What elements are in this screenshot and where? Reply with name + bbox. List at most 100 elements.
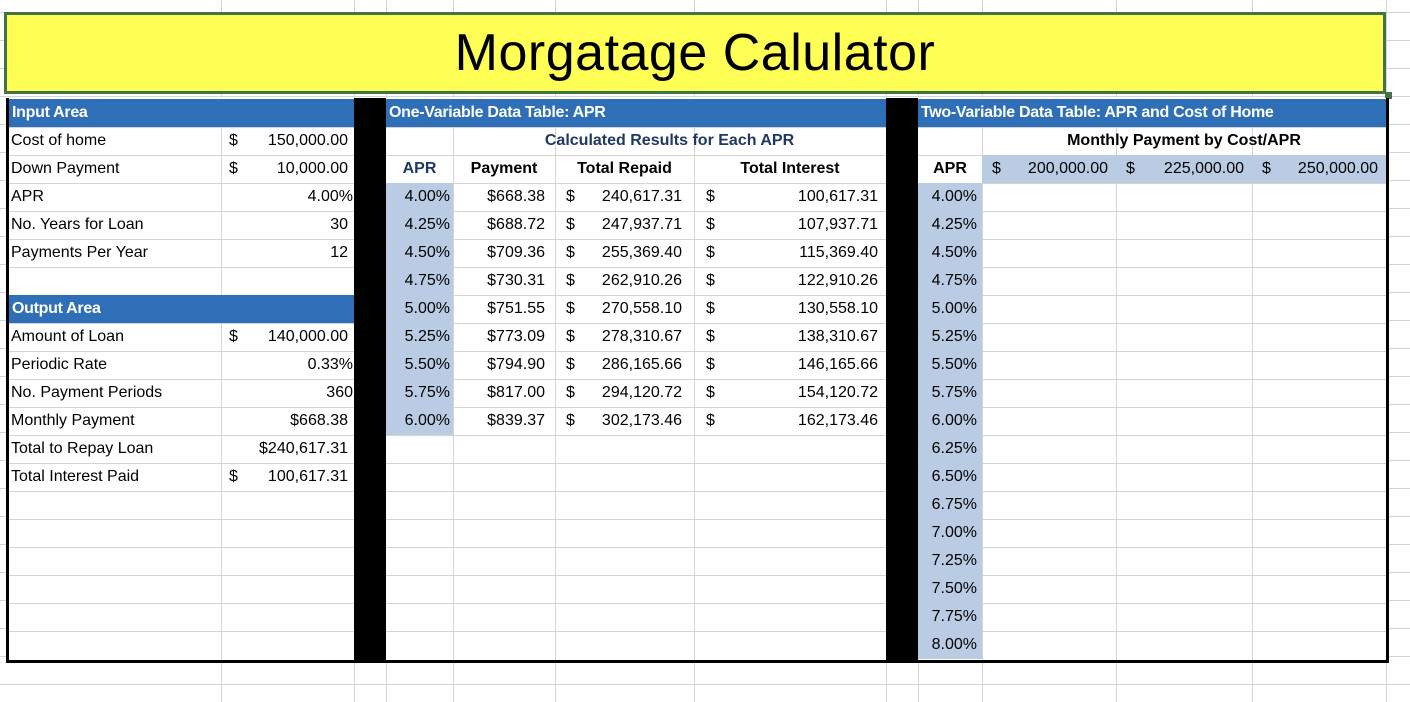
output-value-cell[interactable]: $668.38 [290, 412, 348, 429]
one-var-total-repaid-cell[interactable]: 247,937.71 $ [555, 211, 694, 239]
one-var-payment-cell[interactable]: $817.00 [487, 384, 545, 401]
input-value-cell[interactable]: 150,000.00 $ [221, 127, 354, 155]
two-var-result-cell[interactable] [1252, 239, 1386, 267]
one-var-total-repaid-cell[interactable]: 262,910.26 $ [555, 267, 694, 295]
one-var-total-interest-cell[interactable]: 115,369.40 $ [694, 239, 886, 267]
two-var-result-cell[interactable] [982, 603, 1116, 631]
two-var-result-cell[interactable] [1116, 323, 1252, 351]
one-var-total-repaid-cell[interactable]: 302,173.46 $ [555, 407, 694, 435]
two-var-apr-cell[interactable]: 6.00% [918, 407, 982, 435]
two-var-result-cell[interactable] [982, 295, 1116, 323]
one-var-total-interest-cell[interactable]: 100,617.31 $ [694, 183, 886, 211]
two-var-result-cell[interactable] [1116, 239, 1252, 267]
one-var-payment-cell[interactable]: $751.55 [487, 300, 545, 317]
two-var-result-cell[interactable] [982, 267, 1116, 295]
one-var-apr-cell[interactable]: 5.50% [386, 351, 453, 379]
two-var-result-cell[interactable] [1252, 295, 1386, 323]
one-var-payment-cell[interactable]: $839.37 [487, 412, 545, 429]
two-var-result-cell[interactable] [1252, 575, 1386, 603]
two-var-result-cell[interactable] [1116, 603, 1252, 631]
two-var-result-cell[interactable] [1252, 183, 1386, 211]
one-var-payment-cell[interactable]: $688.72 [487, 216, 545, 233]
one-var-payment-cell[interactable]: $709.36 [487, 244, 545, 261]
two-var-result-cell[interactable] [1252, 211, 1386, 239]
two-var-result-cell[interactable] [982, 183, 1116, 211]
two-var-result-cell[interactable] [1252, 631, 1386, 659]
input-value-cell[interactable]: 10,000.00 $ [221, 155, 354, 183]
two-var-apr-cell[interactable]: 5.25% [918, 323, 982, 351]
output-value-cell[interactable]: 100,617.31 $ [221, 463, 354, 491]
two-var-apr-cell[interactable]: 4.75% [918, 267, 982, 295]
two-var-apr-cell[interactable]: 8.00% [918, 631, 982, 659]
fill-handle[interactable] [1385, 92, 1392, 99]
two-var-result-cell[interactable] [1116, 491, 1252, 519]
two-var-result-cell[interactable] [1116, 211, 1252, 239]
one-var-total-interest-cell[interactable]: 122,910.26 $ [694, 267, 886, 295]
two-var-result-cell[interactable] [1252, 603, 1386, 631]
input-value-cell[interactable]: 12 [330, 244, 348, 261]
output-value-cell[interactable]: 140,000.00 $ [221, 323, 354, 351]
two-var-result-cell[interactable] [982, 575, 1116, 603]
one-var-payment-cell[interactable]: $773.09 [487, 328, 545, 345]
one-var-total-interest-cell[interactable]: 130,558.10 $ [694, 295, 886, 323]
two-var-result-cell[interactable] [982, 323, 1116, 351]
two-var-result-cell[interactable] [1252, 519, 1386, 547]
one-var-total-repaid-cell[interactable]: 278,310.67 $ [555, 323, 694, 351]
two-var-result-cell[interactable] [1252, 407, 1386, 435]
two-var-result-cell[interactable] [1116, 183, 1252, 211]
two-var-apr-cell[interactable]: 6.75% [918, 491, 982, 519]
one-var-apr-cell[interactable]: 4.25% [386, 211, 453, 239]
two-var-result-cell[interactable] [1116, 295, 1252, 323]
two-var-apr-cell[interactable]: 4.25% [918, 211, 982, 239]
two-var-result-cell[interactable] [1116, 435, 1252, 463]
two-var-result-cell[interactable] [1116, 463, 1252, 491]
one-var-apr-cell[interactable]: 4.50% [386, 239, 453, 267]
one-var-apr-cell[interactable]: 5.00% [386, 295, 453, 323]
two-var-apr-cell[interactable]: 7.00% [918, 519, 982, 547]
one-var-total-interest-cell[interactable]: 146,165.66 $ [694, 351, 886, 379]
two-var-result-cell[interactable] [1252, 323, 1386, 351]
two-var-result-cell[interactable] [1116, 351, 1252, 379]
two-var-result-cell[interactable] [1116, 267, 1252, 295]
page-title[interactable]: Morgatage Calulator [4, 12, 1386, 94]
two-var-apr-cell[interactable]: 7.25% [918, 547, 982, 575]
one-var-payment-cell[interactable]: $794.90 [487, 356, 545, 373]
one-var-apr-cell[interactable]: 5.25% [386, 323, 453, 351]
output-value-cell[interactable]: $240,617.31 [259, 440, 348, 457]
two-var-result-cell[interactable] [1252, 351, 1386, 379]
input-value-cell[interactable]: 4.00% [307, 188, 353, 205]
two-var-cost-header-cell[interactable]: 200,000.00 $ [982, 155, 1116, 183]
output-value-cell[interactable]: 0.33% [307, 356, 353, 373]
output-value-cell[interactable]: 360 [326, 384, 353, 401]
one-var-total-interest-cell[interactable]: 138,310.67 $ [694, 323, 886, 351]
two-var-result-cell[interactable] [1116, 407, 1252, 435]
two-var-apr-cell[interactable]: 6.25% [918, 435, 982, 463]
input-value-cell[interactable]: 30 [330, 216, 348, 233]
two-var-result-cell[interactable] [1116, 519, 1252, 547]
two-var-result-cell[interactable] [982, 435, 1116, 463]
two-var-cost-header-cell[interactable]: 250,000.00 $ [1252, 155, 1386, 183]
one-var-apr-cell[interactable]: 4.00% [386, 183, 453, 211]
two-var-apr-cell[interactable]: 4.00% [918, 183, 982, 211]
two-var-result-cell[interactable] [982, 631, 1116, 659]
two-var-result-cell[interactable] [1252, 491, 1386, 519]
two-var-result-cell[interactable] [982, 239, 1116, 267]
one-var-total-repaid-cell[interactable]: 240,617.31 $ [555, 183, 694, 211]
one-var-apr-cell[interactable]: 5.75% [386, 379, 453, 407]
two-var-apr-cell[interactable]: 7.50% [918, 575, 982, 603]
two-var-result-cell[interactable] [982, 519, 1116, 547]
two-var-result-cell[interactable] [1252, 463, 1386, 491]
two-var-result-cell[interactable] [982, 379, 1116, 407]
two-var-result-cell[interactable] [982, 547, 1116, 575]
two-var-result-cell[interactable] [1252, 379, 1386, 407]
two-var-result-cell[interactable] [1116, 631, 1252, 659]
one-var-total-repaid-cell[interactable]: 255,369.40 $ [555, 239, 694, 267]
two-var-apr-cell[interactable]: 5.75% [918, 379, 982, 407]
two-var-result-cell[interactable] [1116, 547, 1252, 575]
two-var-result-cell[interactable] [1116, 575, 1252, 603]
two-var-result-cell[interactable] [982, 407, 1116, 435]
two-var-result-cell[interactable] [1252, 267, 1386, 295]
two-var-result-cell[interactable] [1252, 547, 1386, 575]
two-var-apr-cell[interactable]: 4.50% [918, 239, 982, 267]
one-var-total-repaid-cell[interactable]: 270,558.10 $ [555, 295, 694, 323]
